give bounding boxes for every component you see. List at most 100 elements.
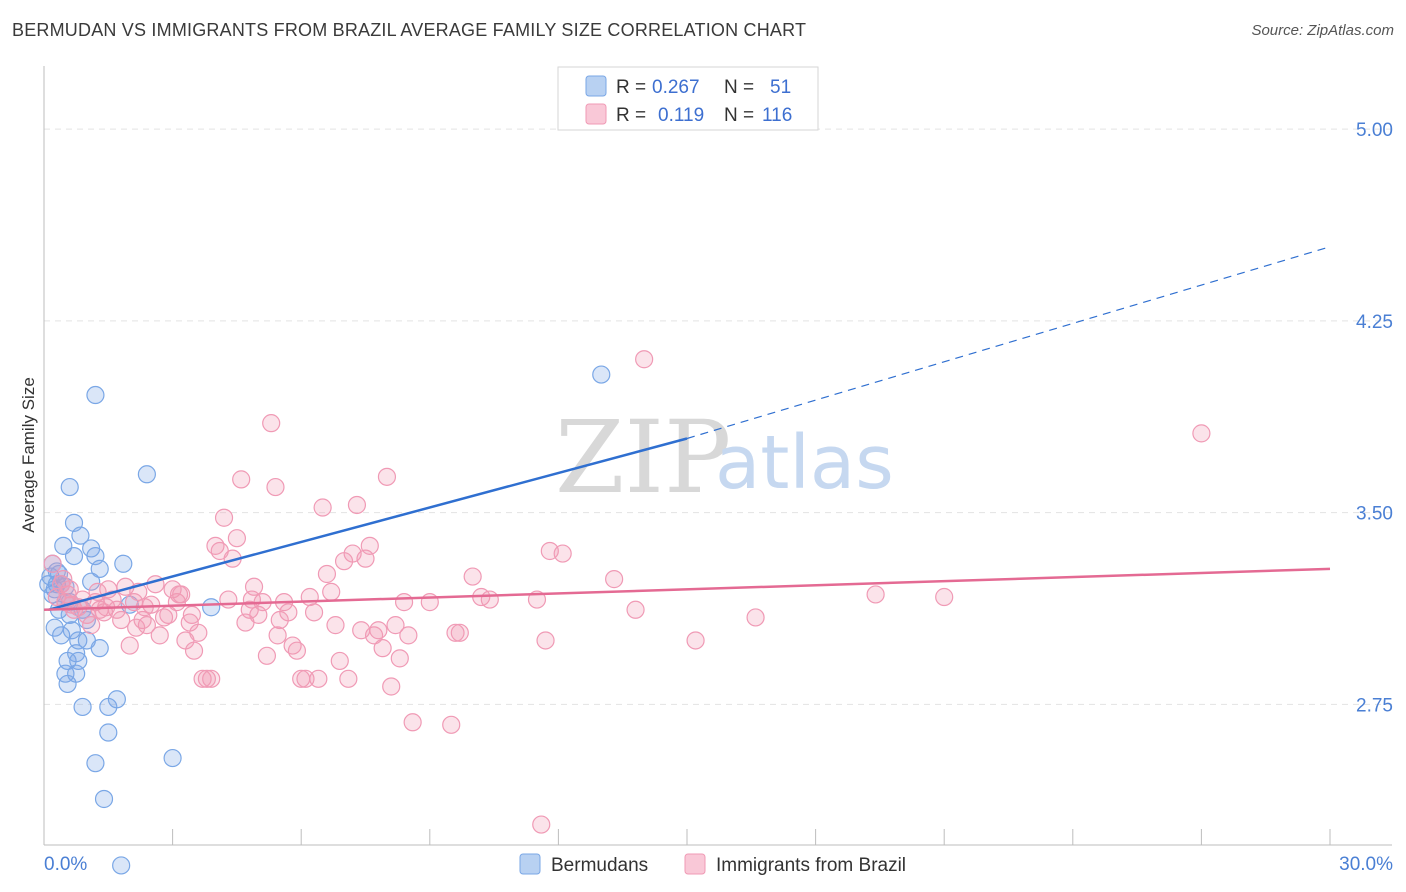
legend-n-value-2: 116	[762, 105, 792, 126]
legend-n-label-2: N =	[724, 105, 754, 126]
bermudans-point-8	[52, 626, 71, 645]
brazil-point-76	[369, 621, 388, 640]
brazil-point-52	[266, 477, 285, 497]
brazil-point-81	[390, 649, 409, 668]
bermudans-trend-extension	[686, 246, 1331, 440]
brazil-point-33	[184, 641, 204, 660]
bermudans-point-41	[163, 748, 182, 768]
brazil-point-99	[635, 350, 654, 369]
watermark-atlas: atlas	[715, 420, 894, 506]
brazil-point-96	[532, 815, 551, 834]
brazil-point-59	[296, 669, 315, 688]
brazil-point-40	[214, 508, 234, 527]
brazil-point-25	[150, 626, 169, 645]
brazil-point-41	[219, 590, 238, 609]
brazil-point-18	[120, 636, 139, 655]
bermudans-point-16	[62, 621, 81, 640]
brazil-trend-line	[43, 567, 1331, 612]
brazil-point-36	[197, 669, 216, 688]
brazil-point-80	[386, 616, 405, 635]
bottom-legend: Bermudans Immigrants from Brazil	[519, 853, 906, 876]
brazil-point-105	[54, 570, 73, 589]
brazil-point-9	[82, 616, 101, 635]
brazil-point-71	[347, 495, 367, 515]
source-label: Source: ZipAtlas.com	[1251, 22, 1394, 39]
brazil-point-106	[58, 585, 77, 604]
brazil-point-64	[317, 564, 337, 584]
brazil-point-74	[360, 536, 379, 555]
legend-n-value-1: 51	[770, 77, 791, 98]
bermudans-point-26	[82, 572, 101, 591]
brazil-point-44	[232, 470, 251, 489]
bermudans-point-22	[69, 651, 88, 671]
bermudans-trend-line	[47, 437, 688, 611]
y-tick-label-1: 3.50	[1356, 504, 1393, 525]
brazil-point-55	[279, 603, 298, 622]
bermudans-point-24	[73, 697, 92, 717]
bermudans-point-32	[94, 789, 114, 809]
brazil-point-57	[287, 641, 307, 660]
bermudans-point-18	[64, 546, 84, 566]
brazil-point-98	[626, 600, 645, 619]
bermudans-point-39	[137, 465, 156, 484]
bermudans-point-43	[592, 365, 611, 384]
brazil-point-37	[202, 669, 221, 688]
brazil-point-22	[137, 616, 156, 635]
legend-r-value-1: 0.267	[652, 77, 700, 98]
legend-box: R = 0.267 N = 51 R = 0.119 N = 116	[557, 66, 819, 131]
brazil-point-103	[935, 587, 954, 607]
x-tick-labels: 0.0% 30.0%	[44, 854, 1393, 875]
brazil-point-91	[480, 590, 499, 609]
brazil-point-113	[182, 605, 201, 625]
brazil-point-93	[536, 631, 555, 650]
brazil-point-114	[242, 590, 262, 609]
brazil-point-110	[127, 618, 146, 637]
bermudans-point-31	[90, 639, 109, 658]
legend-r-value-2: 0.119	[658, 105, 704, 126]
brazil-point-16	[112, 610, 131, 630]
brazil-point-69	[339, 669, 358, 688]
x-tick-label-1: 30.0%	[1339, 854, 1393, 875]
axes	[43, 66, 1392, 846]
brazil-point-63	[313, 498, 332, 517]
brazil-point-84	[403, 713, 422, 732]
watermark-zip: ZIP	[555, 399, 731, 516]
brazil-point-34	[189, 623, 208, 642]
bermudans-point-36	[107, 690, 126, 709]
brazil-point-112	[169, 585, 189, 604]
trend-lines	[43, 246, 1331, 612]
brazil-point-50	[257, 646, 277, 665]
brazil-point-78	[377, 467, 397, 486]
watermark: ZIP atlas	[555, 399, 894, 516]
y-tick-labels: 2.75 3.50 4.25 5.00	[1356, 120, 1393, 716]
brazil-point-87	[446, 623, 465, 642]
y-axis-label: Average Family Size	[19, 377, 38, 533]
brazil-point-51	[262, 414, 281, 433]
bottom-legend-swatch-brazil	[684, 853, 706, 875]
brazil-point-97	[605, 570, 624, 589]
bermudans-point-38	[114, 554, 133, 573]
bermudans-point-34	[99, 723, 118, 742]
bermudans-point-29	[86, 385, 105, 405]
brazil-point-89	[463, 567, 482, 586]
brazil-point-104	[1192, 424, 1211, 443]
bermudans-point-23	[71, 526, 90, 545]
brazil-point-77	[373, 639, 392, 658]
bermudans-point-30	[86, 754, 105, 773]
brazil-point-88	[450, 623, 469, 642]
legend-swatch-brazil	[585, 103, 607, 125]
bottom-legend-label-bermudans: Bermudans	[551, 855, 648, 876]
y-tick-label-3: 5.00	[1356, 120, 1393, 141]
series-brazil-points	[43, 350, 1211, 834]
grid-lines	[44, 128, 1392, 705]
brazil-point-86	[442, 715, 461, 734]
brazil-point-67	[330, 651, 349, 671]
brazil-point-65	[322, 582, 341, 601]
brazil-point-115	[268, 626, 287, 645]
brazil-point-62	[309, 669, 328, 688]
legend-r-label-2: R =	[616, 105, 646, 126]
chart-title: BERMUDAN VS IMMIGRANTS FROM BRAZIL AVERA…	[12, 20, 807, 40]
brazil-point-0	[43, 554, 62, 573]
x-tick-label-0: 0.0%	[44, 854, 87, 875]
